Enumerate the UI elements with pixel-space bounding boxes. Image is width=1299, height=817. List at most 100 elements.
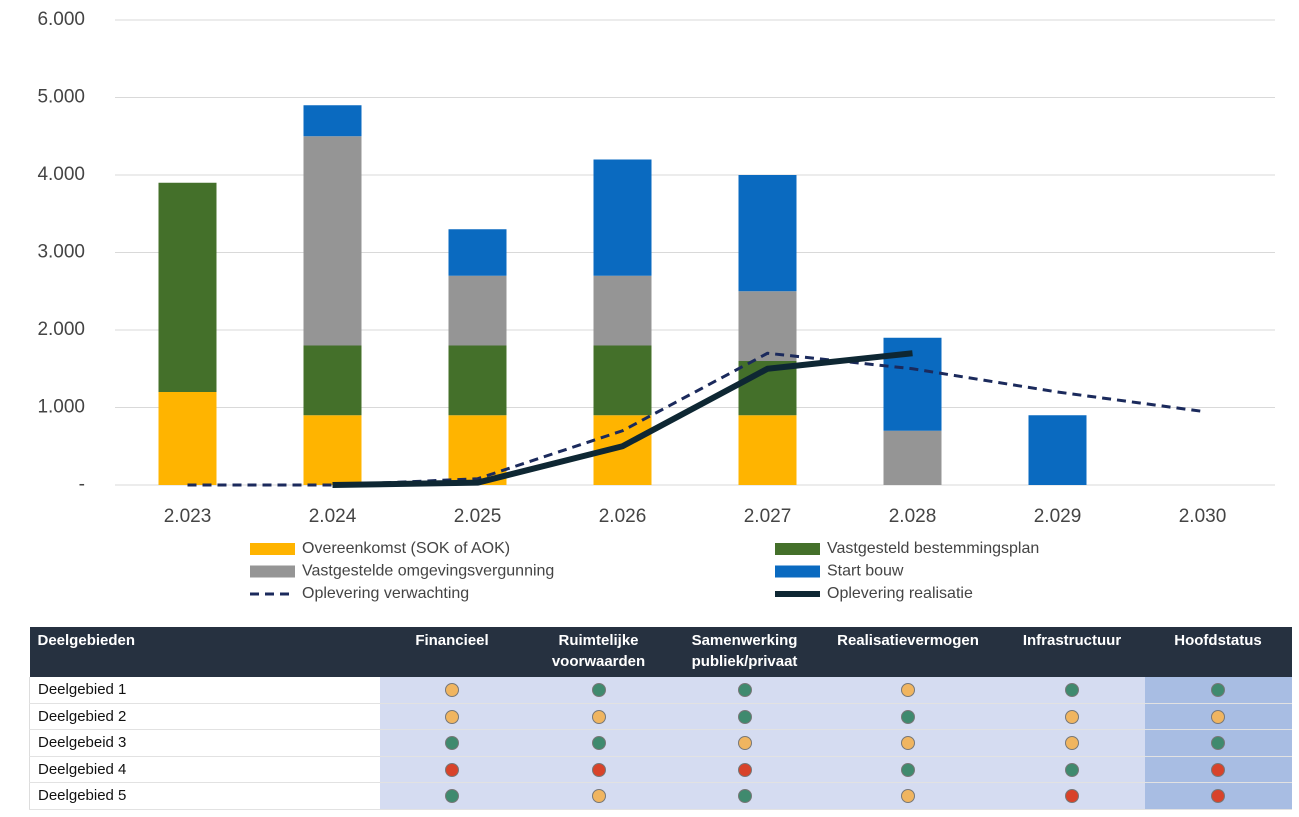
status-dot — [591, 709, 606, 724]
bar-segment — [738, 415, 797, 485]
x-tick-label: 2.026 — [599, 506, 647, 527]
legend-swatch — [775, 565, 820, 578]
bar-segment — [448, 275, 507, 346]
bar-segment — [883, 337, 942, 431]
table-row: Deelgebeid 3 — [29, 729, 1292, 757]
status-cell — [999, 756, 1145, 783]
status-cell — [1144, 703, 1292, 730]
status-cell — [1144, 729, 1292, 757]
y-tick-label: 5.000 — [37, 87, 85, 108]
column-header: Deelgebieden — [29, 627, 380, 677]
table-row: Deelgebied 5 — [29, 782, 1292, 810]
status-dot — [1065, 736, 1079, 751]
bar-segment — [738, 291, 797, 361]
status-cell — [816, 782, 1000, 810]
status-dot — [591, 736, 606, 751]
legend-label: Overeenkomst (SOK of AOK) — [302, 540, 510, 557]
x-tick-label: 2.024 — [309, 506, 357, 527]
chart: - 1.000 2.000 3.000 4.000 5.000 6.000 2.023 2.02… — [37, 9, 1275, 602]
status-dot — [1211, 709, 1225, 724]
status-cell — [816, 729, 1000, 757]
status-cell — [672, 703, 817, 730]
status-dot — [901, 789, 915, 804]
legend-swatch — [250, 543, 295, 555]
column-header: Samenwerking publiek/privaat — [672, 627, 817, 677]
column-header: Infrastructuur — [999, 627, 1145, 677]
status-dot — [901, 683, 915, 698]
legend-label: Vastgestelde omgevingsvergunning — [302, 563, 554, 580]
column-header: Hoofdstatus — [1144, 627, 1292, 677]
status-cell — [1144, 677, 1292, 704]
status-dot — [591, 789, 606, 804]
legend-label: Oplevering verwachting — [302, 585, 469, 602]
status-dot — [1065, 762, 1079, 777]
status-dot — [1211, 683, 1225, 698]
status-cell — [672, 677, 817, 704]
row-label: Deelgebied 1 — [29, 677, 380, 704]
y-tick-label: 4.000 — [37, 164, 85, 185]
status-dot — [445, 762, 459, 777]
row-label: Deelgebied 4 — [29, 756, 380, 783]
bar-segment — [738, 175, 797, 292]
status-cell — [672, 729, 817, 757]
status-dot — [1065, 789, 1079, 804]
status-dot — [901, 709, 915, 724]
bar-segment — [303, 345, 362, 416]
status-cell — [524, 703, 673, 730]
status-cell — [524, 782, 673, 810]
status-cell — [1144, 756, 1292, 783]
bar-segment — [303, 415, 362, 485]
bar-segment — [448, 229, 507, 276]
status-cell — [999, 677, 1145, 704]
row-label: Deelgebied 5 — [29, 782, 380, 810]
status-dot — [445, 709, 459, 724]
row-label: Deelgebeid 3 — [29, 729, 380, 757]
status-table: Deelgebieden Financieel Ruimtelijke voorwa… — [29, 627, 1292, 810]
status-dot — [901, 762, 915, 777]
y-tick-label: 3.000 — [37, 242, 85, 263]
bar-segment — [883, 430, 942, 485]
column-header: Realisatievermogen — [816, 627, 1000, 677]
legend-label: Oplevering realisatie — [827, 585, 973, 602]
table-row: Deelgebied 2 — [29, 703, 1292, 730]
x-tick-label: 2.030 — [1179, 506, 1227, 527]
status-dot — [737, 736, 752, 751]
status-cell — [999, 782, 1145, 810]
status-dot — [1211, 736, 1225, 751]
legend-label: Vastgesteld bestemmingsplan — [827, 540, 1039, 557]
status-cell — [524, 677, 673, 704]
status-dot — [445, 789, 459, 804]
status-cell — [672, 782, 817, 810]
bar-segment — [158, 392, 217, 485]
status-dot — [445, 683, 459, 698]
y-tick-label: 6.000 — [37, 9, 85, 30]
y-tick-label: 2.000 — [37, 319, 85, 340]
status-dot — [1211, 789, 1225, 804]
bar-segment — [303, 105, 362, 137]
x-tick-label: 2.025 — [454, 506, 502, 527]
bar-segment — [448, 415, 507, 485]
y-tick-label: - — [79, 474, 85, 495]
legend-swatch — [775, 543, 820, 555]
status-cell — [379, 782, 525, 810]
status-cell — [999, 729, 1145, 757]
status-dot — [901, 736, 915, 751]
status-cell — [524, 756, 673, 783]
legend-swatch — [250, 565, 295, 578]
bar-segment — [593, 159, 652, 276]
x-tick-label: 2.027 — [744, 506, 792, 527]
x-tick-label: 2.029 — [1034, 506, 1082, 527]
table-row: Deelgebied 1 — [29, 677, 1292, 704]
line-series — [332, 350, 913, 488]
header-row: Deelgebieden Financieel Ruimtelijke voorwa… — [29, 627, 1292, 677]
status-cell — [1144, 782, 1292, 810]
status-cell — [379, 703, 525, 730]
status-cell — [379, 677, 525, 704]
status-cell — [999, 703, 1145, 730]
status-dot — [737, 762, 752, 777]
status-dot — [737, 683, 752, 698]
status-cell — [524, 729, 673, 757]
row-label: Deelgebied 2 — [29, 703, 380, 730]
status-cell — [816, 703, 1000, 730]
